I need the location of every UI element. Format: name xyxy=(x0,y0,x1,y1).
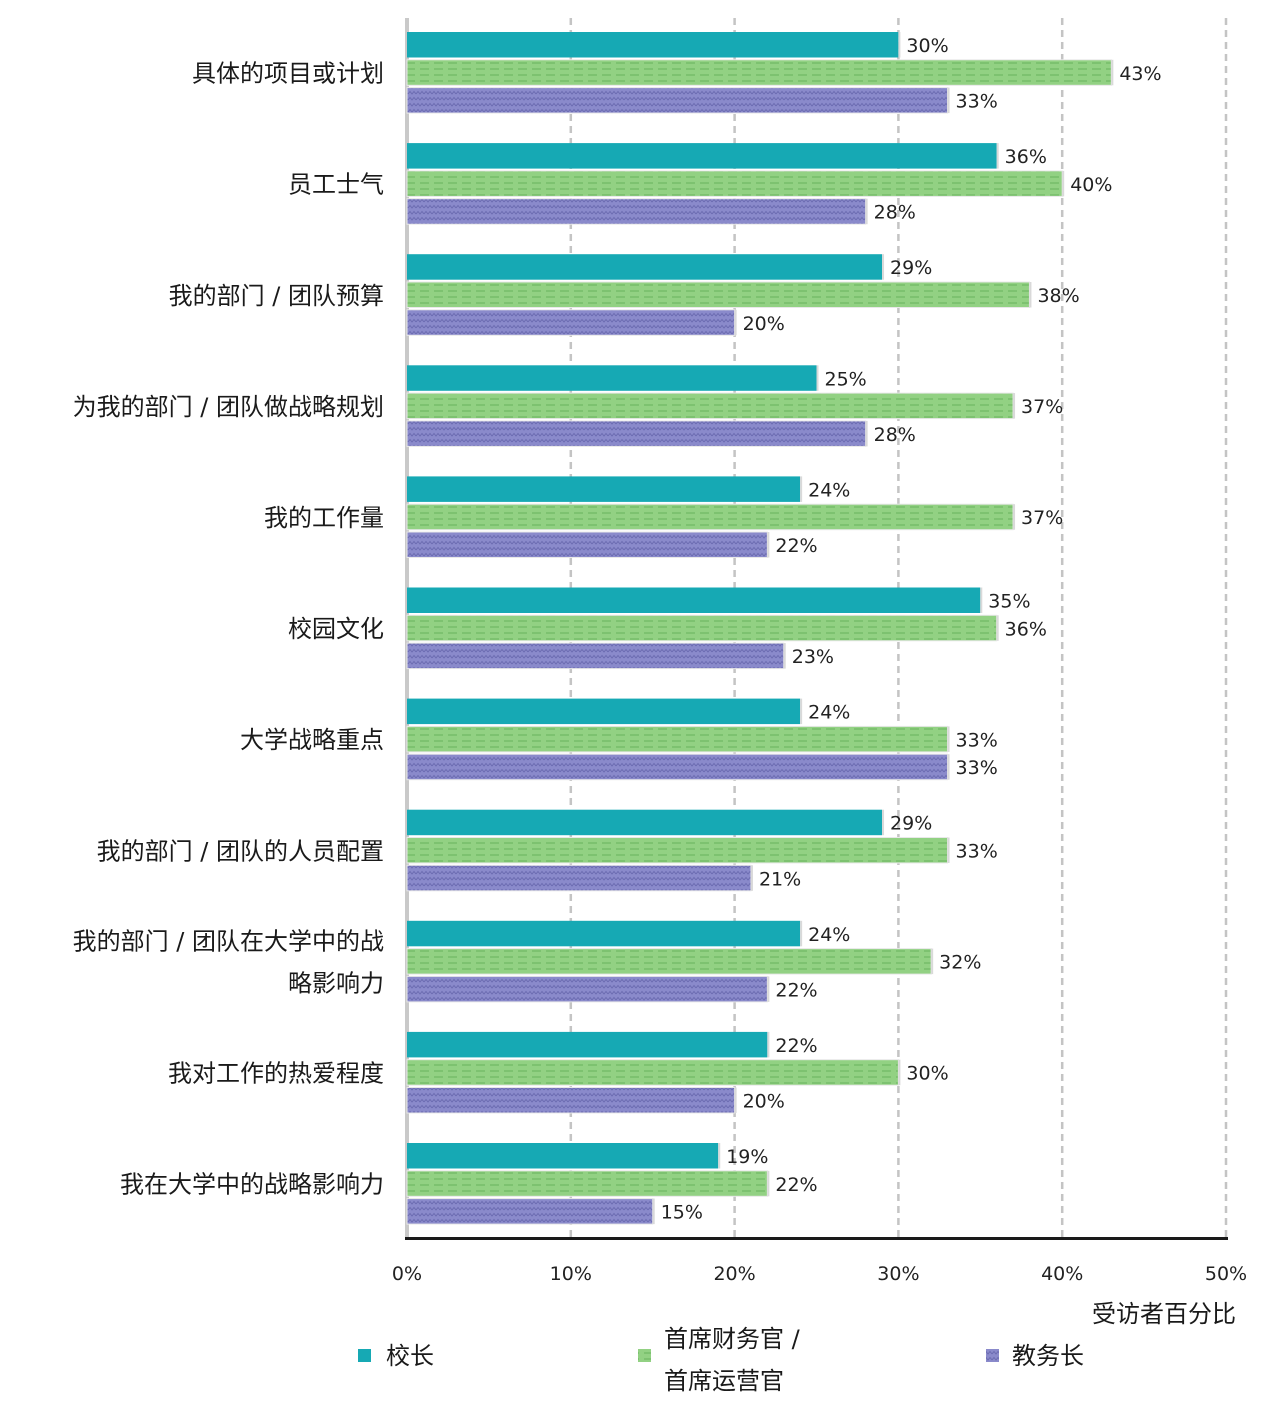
bars: 30% 43% 33% 36% 40% 28% 29% 38% 20% 25% 37% 28% 24% 3… xyxy=(406,32,1162,1225)
bar xyxy=(407,920,801,947)
data-label: 33% xyxy=(956,91,998,113)
legend-label: 教务长 xyxy=(1012,1342,1084,1370)
data-label: 33% xyxy=(956,757,998,779)
bar xyxy=(406,948,932,975)
x-tick-label: 50% xyxy=(1205,1263,1247,1285)
x-tick-label: 30% xyxy=(877,1263,919,1285)
data-label: 22% xyxy=(775,535,817,557)
data-label: 38% xyxy=(1037,285,1079,307)
legend-label: 校长 xyxy=(386,1342,434,1370)
data-label: 22% xyxy=(775,979,817,1001)
x-tick-label: 40% xyxy=(1041,1263,1083,1285)
data-label: 19% xyxy=(726,1146,768,1168)
bar xyxy=(406,170,1063,197)
data-label: 28% xyxy=(874,202,916,224)
bar xyxy=(407,476,801,502)
bar xyxy=(406,642,785,670)
bar xyxy=(406,1170,768,1197)
bar xyxy=(406,1198,654,1225)
bar xyxy=(406,531,768,558)
category-label: 具体的项目或计划 xyxy=(192,60,384,88)
legend-swatch xyxy=(986,1349,999,1362)
bar xyxy=(407,1143,719,1169)
bar xyxy=(406,614,998,642)
bar xyxy=(406,753,949,781)
category-label: 为我的部门 / 团队做战略规划 xyxy=(73,393,384,421)
data-label: 30% xyxy=(906,1063,948,1085)
category-label: 我的部门 / 团队在大学中的战 xyxy=(73,927,384,955)
data-label: 32% xyxy=(939,952,981,974)
data-label: 37% xyxy=(1021,507,1063,529)
category-label: 我的工作量 xyxy=(264,504,384,532)
bar xyxy=(407,587,981,613)
bar xyxy=(407,809,883,836)
legend-label: 首席财务官 / xyxy=(664,1325,801,1353)
bar xyxy=(407,698,801,725)
data-label: 23% xyxy=(792,646,834,668)
bar xyxy=(406,837,949,864)
category-label: 员工士气 xyxy=(288,171,384,199)
bar xyxy=(406,1059,899,1086)
data-label: 24% xyxy=(808,924,850,946)
x-tick-label: 0% xyxy=(392,1263,422,1285)
data-label: 22% xyxy=(775,1035,817,1057)
data-label: 20% xyxy=(743,1091,785,1113)
bar xyxy=(407,32,899,58)
category-label: 大学战略重点 xyxy=(240,726,384,754)
bar xyxy=(406,198,867,225)
data-label: 28% xyxy=(874,424,916,446)
bar xyxy=(406,864,752,892)
bar xyxy=(406,420,867,447)
x-axis-title: 受访者百分比 xyxy=(1092,1300,1236,1328)
x-axis: 0% 10% 20% 30% 40% 50% 受访者百分比 xyxy=(392,1237,1247,1328)
data-label: 37% xyxy=(1021,396,1063,418)
data-label: 21% xyxy=(759,868,801,890)
data-label: 29% xyxy=(890,813,932,835)
bar xyxy=(407,254,883,280)
category-label: 我在大学中的战略影响力 xyxy=(120,1171,384,1199)
category-label: 我的部门 / 团队的人员配置 xyxy=(97,837,384,865)
data-label: 25% xyxy=(825,368,867,390)
x-tick-label: 20% xyxy=(713,1263,755,1285)
bar xyxy=(407,143,997,169)
data-label: 35% xyxy=(988,591,1030,613)
data-label: 36% xyxy=(1005,618,1047,640)
data-label: 20% xyxy=(743,313,785,335)
bar xyxy=(406,87,949,114)
data-label: 43% xyxy=(1119,63,1161,85)
category-label: 我的部门 / 团队预算 xyxy=(169,282,384,310)
data-label: 29% xyxy=(890,257,932,279)
category-label: 略影响力 xyxy=(288,969,384,997)
data-label: 33% xyxy=(956,841,998,863)
category-label: 我对工作的热爱程度 xyxy=(168,1059,384,1087)
bar xyxy=(406,1087,736,1114)
data-label: 36% xyxy=(1005,146,1047,168)
bar xyxy=(406,281,1030,308)
category-label: 校园文化 xyxy=(288,615,384,643)
bar xyxy=(406,59,1112,86)
data-label: 24% xyxy=(808,702,850,724)
bar xyxy=(406,392,1014,420)
bar xyxy=(406,503,1014,531)
bar xyxy=(406,309,736,336)
bar xyxy=(406,725,949,753)
legend-swatch xyxy=(638,1349,651,1362)
data-label: 22% xyxy=(775,1174,817,1196)
data-label: 24% xyxy=(808,479,850,501)
bar xyxy=(407,1031,768,1058)
data-label: 15% xyxy=(661,1202,703,1224)
legend-label: 首席运营官 xyxy=(664,1367,784,1395)
bar xyxy=(407,365,817,391)
x-tick-label: 10% xyxy=(550,1263,592,1285)
data-label: 40% xyxy=(1070,174,1112,196)
data-label: 33% xyxy=(956,729,998,751)
data-label: 30% xyxy=(906,35,948,57)
legend-swatch xyxy=(358,1349,371,1362)
bar xyxy=(406,975,768,1003)
legend: 校长 首席财务官 / 首席运营官 教务长 xyxy=(358,1325,1084,1395)
